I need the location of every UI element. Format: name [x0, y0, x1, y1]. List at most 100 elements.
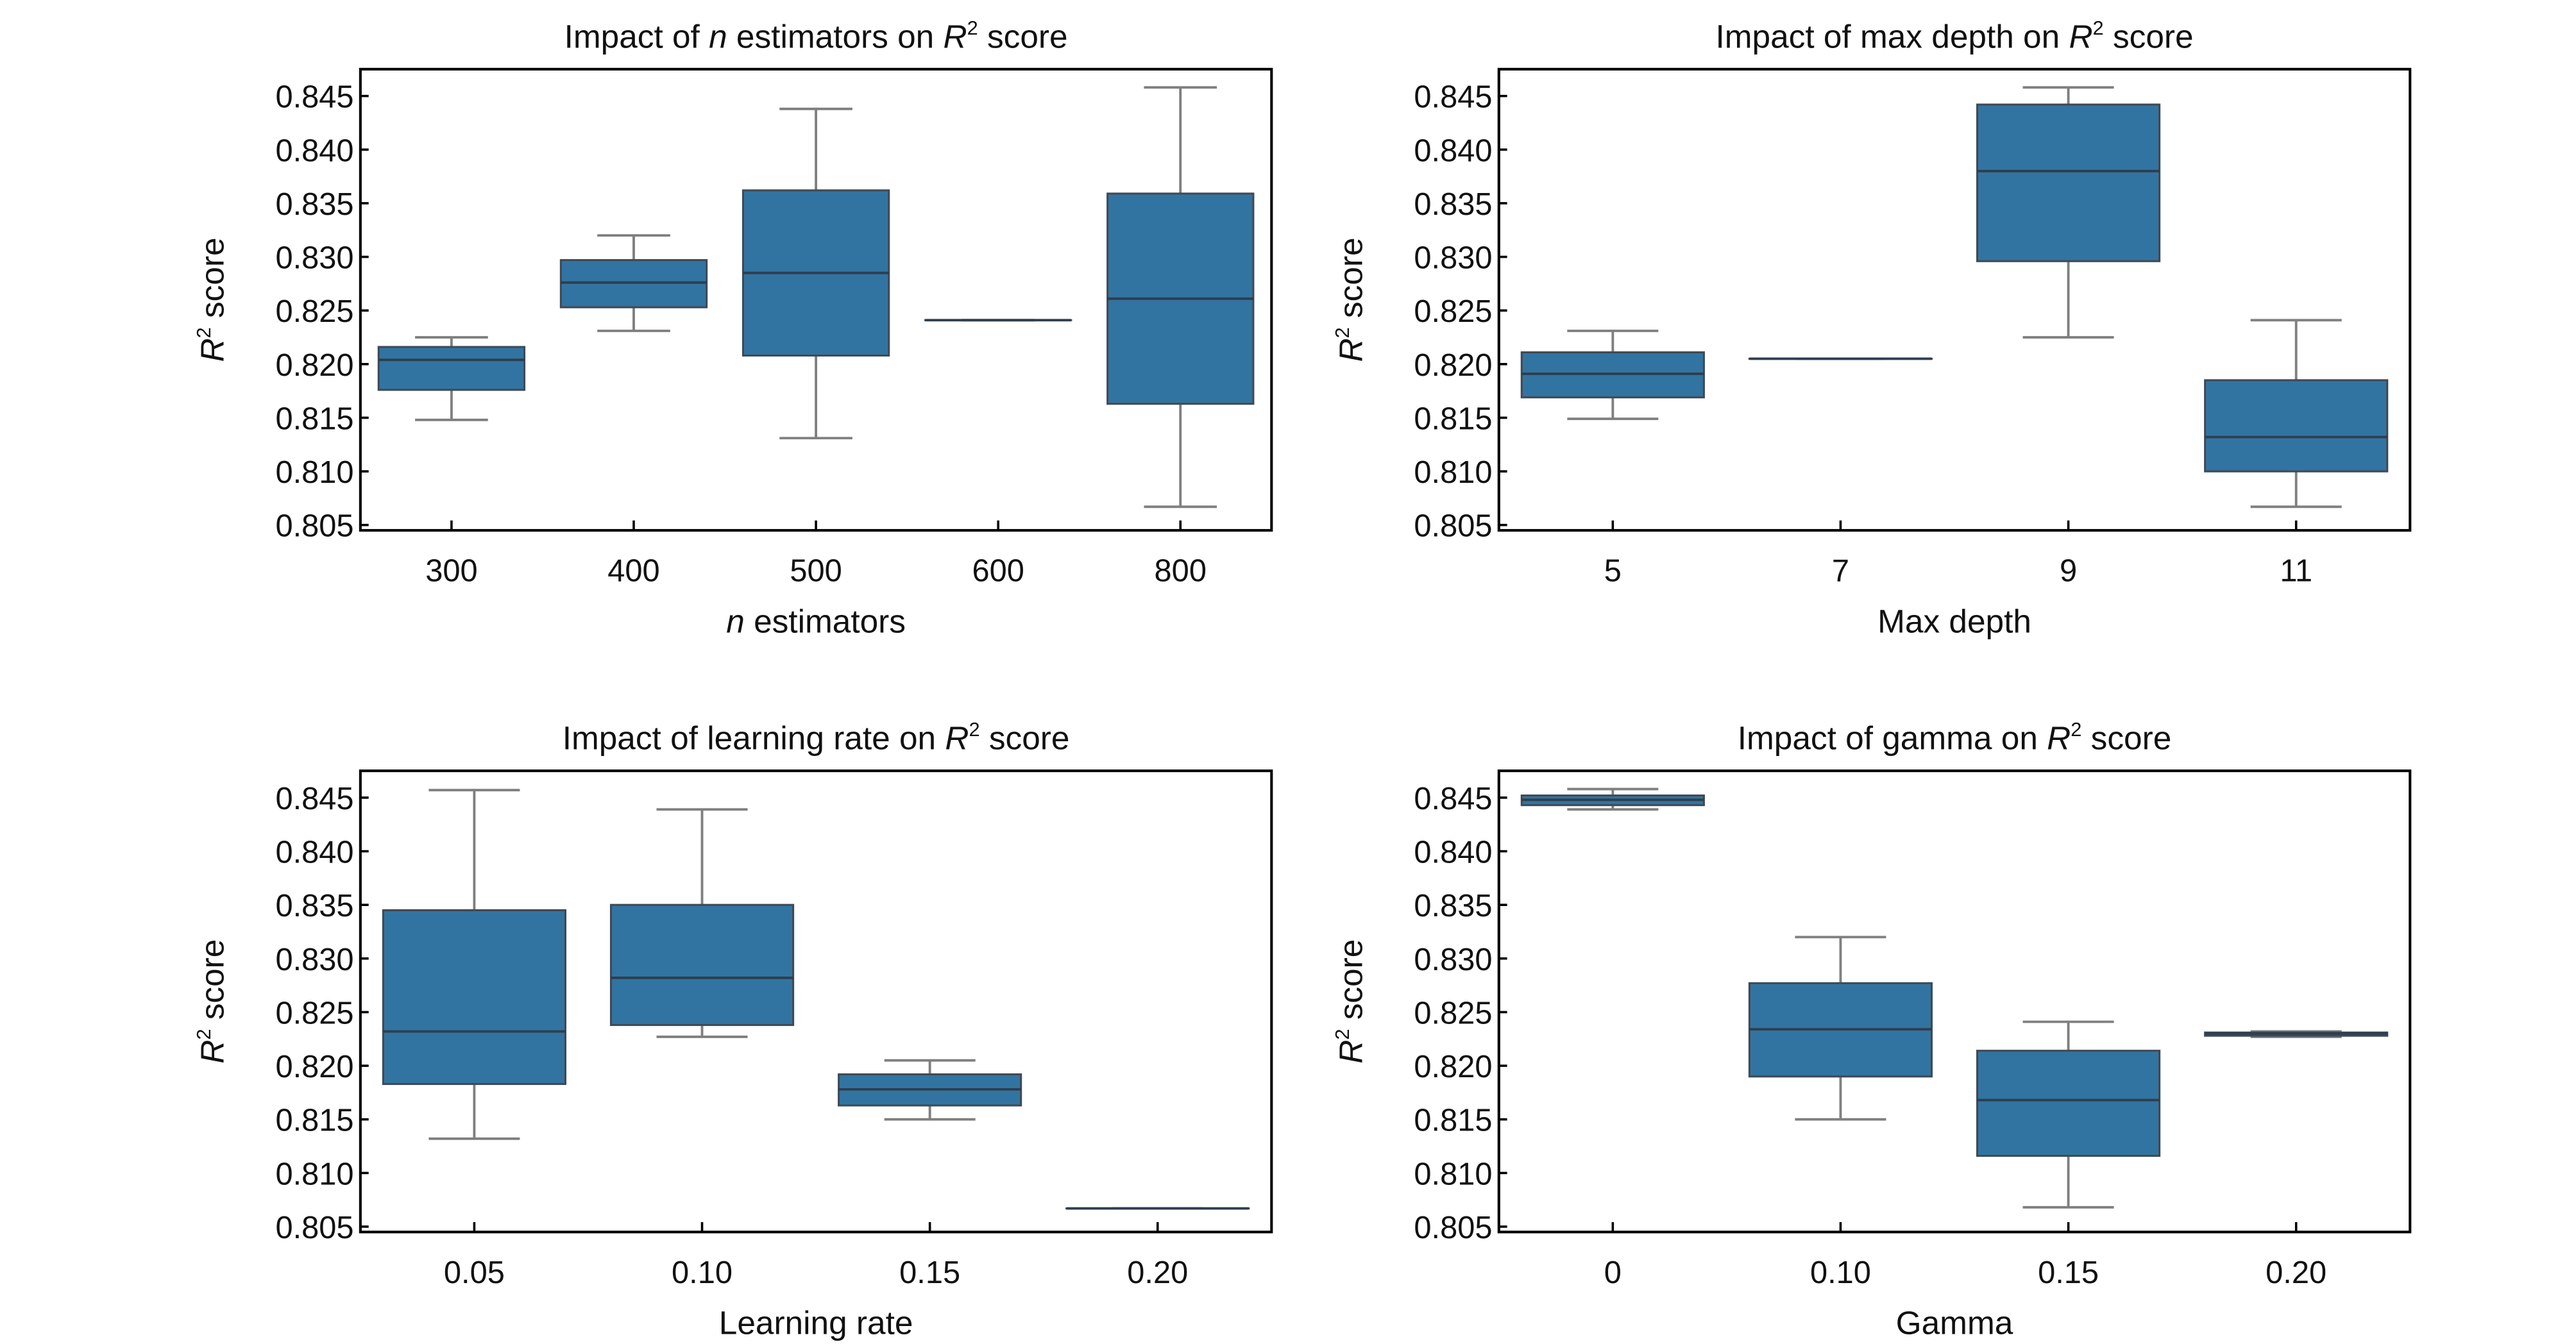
y-tick-label: 0.820 — [275, 1050, 353, 1084]
iqr-box — [609, 903, 795, 1027]
y-tick-label: 0.825 — [1414, 996, 1492, 1030]
box-300 — [377, 336, 526, 421]
y-axis-label: R2 score — [1331, 939, 1369, 1064]
y-tick-label: 0.830 — [1414, 943, 1492, 977]
chart-title-part: R — [2047, 719, 2071, 757]
axes-frame — [1497, 67, 2412, 532]
chart-title-part: score — [980, 719, 1070, 757]
y-axis-label-part: score — [194, 939, 231, 1029]
chart-title-part: 2 — [969, 718, 979, 741]
x-tick-label: 11 — [2280, 554, 2312, 589]
box-0.20 — [2204, 1030, 2389, 1038]
box-0.15 — [1976, 1020, 2161, 1209]
x-axis-label-part: Learning rate — [719, 1304, 913, 1341]
x-tick-label: 0.15 — [2038, 1256, 2099, 1290]
x-tick-label: 5 — [1604, 554, 1622, 589]
y-tick-label: 0.835 — [275, 889, 353, 923]
y-tick-label: 0.815 — [1414, 1104, 1492, 1138]
y-axis-label-part: score — [1332, 237, 1369, 327]
y-tick-label: 0.825 — [275, 996, 353, 1030]
chart-title-part: 2 — [2071, 718, 2081, 741]
y-axis-label-part: score — [194, 237, 231, 327]
x-tick-label: 7 — [1832, 554, 1849, 589]
y-tick-label: 0.845 — [1414, 782, 1492, 816]
x-tick-label: 0.10 — [1810, 1256, 1871, 1290]
chart-title-part: score — [978, 17, 1068, 55]
y-tick-label: 0.815 — [275, 1104, 353, 1138]
axes-frame — [359, 769, 1273, 1234]
box-0.10 — [1748, 936, 1933, 1121]
y-axis-label: R2 score — [192, 939, 231, 1064]
box-0.05 — [382, 789, 567, 1140]
box-800 — [1106, 86, 1255, 508]
x-axis-label-part: estimators — [745, 602, 906, 639]
y-tick-label: 0.835 — [1414, 889, 1492, 923]
y-axis-label-part: 2 — [1331, 1029, 1353, 1040]
y-tick-label: 0.825 — [1414, 294, 1492, 329]
chart-title: Impact of gamma on R2 score — [1738, 718, 2172, 757]
y-tick-label: 0.805 — [1414, 1211, 1492, 1245]
x-axis-label-part: n — [726, 602, 745, 639]
chart-title: Impact of max depth on R2 score — [1715, 17, 2193, 55]
x-axis-label: Learning rate — [719, 1304, 913, 1341]
y-tick-label: 0.815 — [275, 401, 353, 436]
box-0.15 — [838, 1059, 1022, 1121]
chart-title-part: Impact of learning rate on — [563, 719, 945, 757]
y-axis-label-part: R — [194, 338, 231, 362]
chart-panel-3: 0.805 0.810 0.815 0.820 0.825 0.830 0.835 0.840… — [192, 718, 1273, 1341]
iqr-box — [382, 909, 567, 1086]
chart-title-part: score — [2081, 719, 2171, 757]
iqr-box — [1976, 1050, 2161, 1157]
chart-panel-1: 0.805 0.810 0.815 0.820 0.825 0.830 0.835 0.840… — [192, 17, 1273, 639]
y-tick-label: 0.830 — [275, 241, 353, 276]
y-tick-label: 0.840 — [275, 133, 353, 168]
chart-panel-4: 0.805 0.810 0.815 0.820 0.825 0.830 0.835 0.840… — [1331, 718, 2412, 1341]
x-axis-label-part: Max depth — [1877, 602, 2031, 639]
box-5 — [1520, 330, 1705, 421]
y-tick-label: 0.810 — [275, 1157, 353, 1191]
y-tick-label: 0.840 — [1414, 836, 1492, 870]
chart-title-part: estimators on — [727, 17, 944, 55]
box-400 — [559, 234, 708, 332]
axes-frame — [1497, 769, 2412, 1234]
y-tick-label: 0.845 — [1414, 80, 1492, 115]
chart-title-part: score — [2104, 17, 2194, 55]
y-tick-label: 0.835 — [1414, 187, 1492, 222]
x-tick-label: 500 — [790, 554, 842, 589]
chart-panel-2: 0.805 0.810 0.815 0.820 0.825 0.830 0.835 0.840… — [1331, 17, 2412, 639]
box-500 — [741, 107, 890, 440]
y-tick-label: 0.805 — [275, 509, 353, 544]
y-tick-label: 0.810 — [275, 455, 353, 490]
chart-title: Impact of n estimators on R2 score — [564, 17, 1068, 55]
y-tick-label: 0.840 — [275, 836, 353, 870]
x-axis-label: Max depth — [1877, 602, 2031, 639]
x-tick-label: 0.15 — [899, 1256, 960, 1290]
y-axis-label-part: 2 — [192, 327, 215, 338]
y-tick-label: 0.820 — [1414, 1050, 1492, 1084]
chart-title-part: Impact of — [564, 17, 709, 55]
chart-title-part: R — [945, 719, 969, 757]
y-axis-label-part: R — [1332, 338, 1369, 362]
x-tick-label: 0.20 — [1127, 1256, 1188, 1290]
x-tick-label: 9 — [2060, 554, 2077, 589]
box-0 — [1520, 787, 1705, 811]
iqr-box — [1976, 103, 2161, 262]
y-tick-label: 0.815 — [1414, 401, 1492, 436]
y-tick-label: 0.820 — [275, 348, 353, 383]
x-tick-label: 0.05 — [444, 1256, 505, 1290]
y-axis-label-part: 2 — [192, 1029, 215, 1040]
x-tick-label: 0.20 — [2266, 1256, 2326, 1290]
x-tick-label: 400 — [607, 554, 659, 589]
box-9 — [1976, 86, 2161, 339]
x-tick-label: 300 — [425, 554, 477, 589]
x-tick-label: 0.10 — [672, 1256, 733, 1290]
y-tick-label: 0.840 — [1414, 133, 1492, 168]
box-11 — [2204, 319, 2389, 508]
y-axis-label-part: R — [1332, 1040, 1369, 1064]
chart-title-part: n — [709, 17, 727, 55]
chart-title-part: 2 — [2093, 17, 2104, 39]
chart-title-part: R — [943, 17, 967, 55]
x-tick-label: 600 — [972, 554, 1024, 589]
x-axis-label: n estimators — [726, 602, 906, 639]
